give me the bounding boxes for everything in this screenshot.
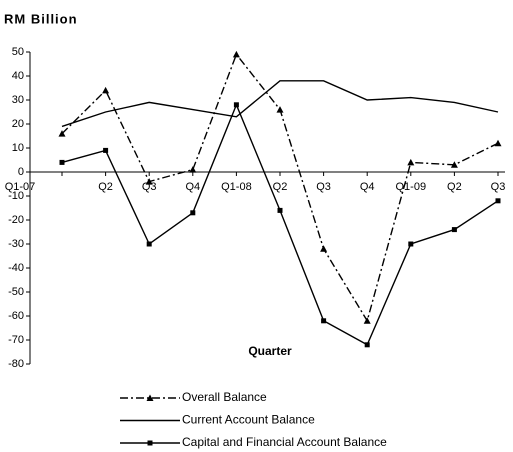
data-point — [495, 198, 501, 204]
y-tick-label: 10 — [12, 142, 24, 154]
data-point — [190, 210, 196, 216]
legend-label: Current Account Balance — [182, 413, 315, 427]
data-point — [58, 130, 66, 137]
y-tick-label: -70 — [8, 334, 24, 346]
data-point — [277, 207, 283, 213]
data-point — [363, 317, 371, 324]
chart-title: RM Billion — [4, 11, 78, 26]
data-point — [189, 166, 197, 173]
y-tick-label: -20 — [8, 214, 24, 226]
legend-label: Capital and Financial Account Balance — [182, 435, 387, 449]
x-tick-label: Q1-09 — [396, 181, 427, 193]
data-point — [408, 241, 414, 247]
x-tick-label: Q3 — [316, 181, 331, 193]
legend-marker — [147, 440, 153, 446]
data-point — [146, 241, 152, 247]
x-tick-label: Q3 — [142, 181, 157, 193]
x-tick-label: Q4 — [185, 181, 200, 193]
data-point — [233, 102, 239, 108]
data-point — [102, 86, 110, 94]
y-tick-label: 0 — [18, 166, 24, 178]
y-tick-label: -50 — [8, 286, 24, 298]
y-tick-label: -80 — [8, 358, 24, 370]
data-point — [103, 147, 109, 153]
y-tick-label: 40 — [12, 70, 24, 82]
x-tick-label: Q2 — [447, 181, 462, 193]
legend-label: Overall Balance — [182, 390, 267, 404]
y-tick-label: 30 — [12, 94, 24, 106]
x-tick-label: Q1-07 — [5, 181, 36, 193]
data-point — [232, 50, 240, 58]
x-tick-label: Q4 — [360, 181, 375, 193]
data-point — [320, 245, 328, 252]
y-tick-label: 20 — [12, 118, 24, 130]
y-tick-label: -30 — [8, 238, 24, 250]
series-line — [61, 80, 499, 128]
data-point — [145, 178, 153, 185]
x-tick-label: Q2 — [273, 181, 288, 193]
x-axis-title: Quarter — [248, 344, 292, 358]
data-point — [276, 106, 284, 113]
y-tick-label: -10 — [8, 190, 24, 202]
data-point — [407, 158, 415, 166]
legend-marker — [146, 394, 154, 401]
series-line — [61, 102, 499, 346]
data-point — [494, 139, 502, 147]
data-point — [321, 318, 327, 324]
y-tick-label: 50 — [12, 46, 24, 58]
data-point — [59, 159, 65, 165]
data-point — [451, 227, 457, 233]
y-tick-label: -40 — [8, 262, 24, 274]
y-tick-label: -60 — [8, 310, 24, 322]
x-tick-label: Q2 — [98, 181, 113, 193]
x-tick-label: Q1-08 — [221, 181, 252, 193]
data-point — [450, 161, 458, 168]
data-point — [364, 342, 370, 348]
x-tick-label: Q3 — [491, 181, 506, 193]
